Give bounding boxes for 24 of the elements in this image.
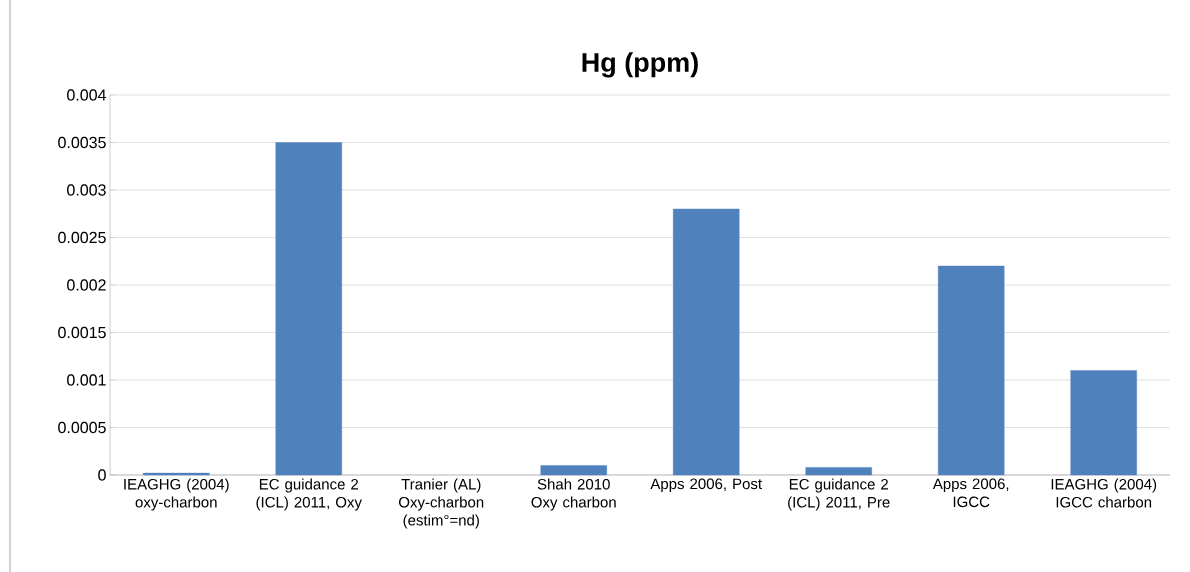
y-tick-label: 0.0035: [58, 136, 106, 149]
x-tick-label: EC guidance 2 (ICL) 2011, Oxy: [256, 478, 362, 511]
y-tick-label: 0.002: [67, 279, 106, 291]
y-tick-label: 0.003: [67, 184, 106, 196]
x-tick-label: Tranier (AL) Oxy-charbon (estim°=nd): [399, 478, 484, 529]
x-tick-label: Apps 2006, IGCC: [932, 478, 1009, 508]
bar: [938, 265, 1005, 476]
y-tick-label: 0.0025: [58, 231, 106, 244]
y-tick-label: 0.001: [67, 374, 106, 386]
x-tick-label: IEAGHG (2004) oxy-charbon: [124, 478, 229, 511]
y-tick-label: 0.004: [67, 89, 106, 101]
bar: [540, 465, 607, 476]
y-tick-label: 0: [98, 469, 106, 481]
x-tick-label: Apps 2006, Post: [650, 478, 762, 493]
x-tick-label: IEAGHG (2004) IGCC charbon: [1051, 478, 1157, 508]
bar: [805, 467, 872, 476]
y-tick-label: 0.0005: [58, 421, 106, 434]
y-tick-label: 0.0015: [58, 326, 106, 339]
x-tick-label: Shah 2010 Oxy charbon: [531, 478, 616, 511]
bar: [1070, 370, 1137, 476]
bar: [275, 142, 342, 476]
chart-title: Hg (ppm): [582, 52, 698, 78]
x-tick-label: EC guidance 2 (ICL) 2011, Pre: [788, 478, 890, 511]
bar: [673, 208, 740, 476]
